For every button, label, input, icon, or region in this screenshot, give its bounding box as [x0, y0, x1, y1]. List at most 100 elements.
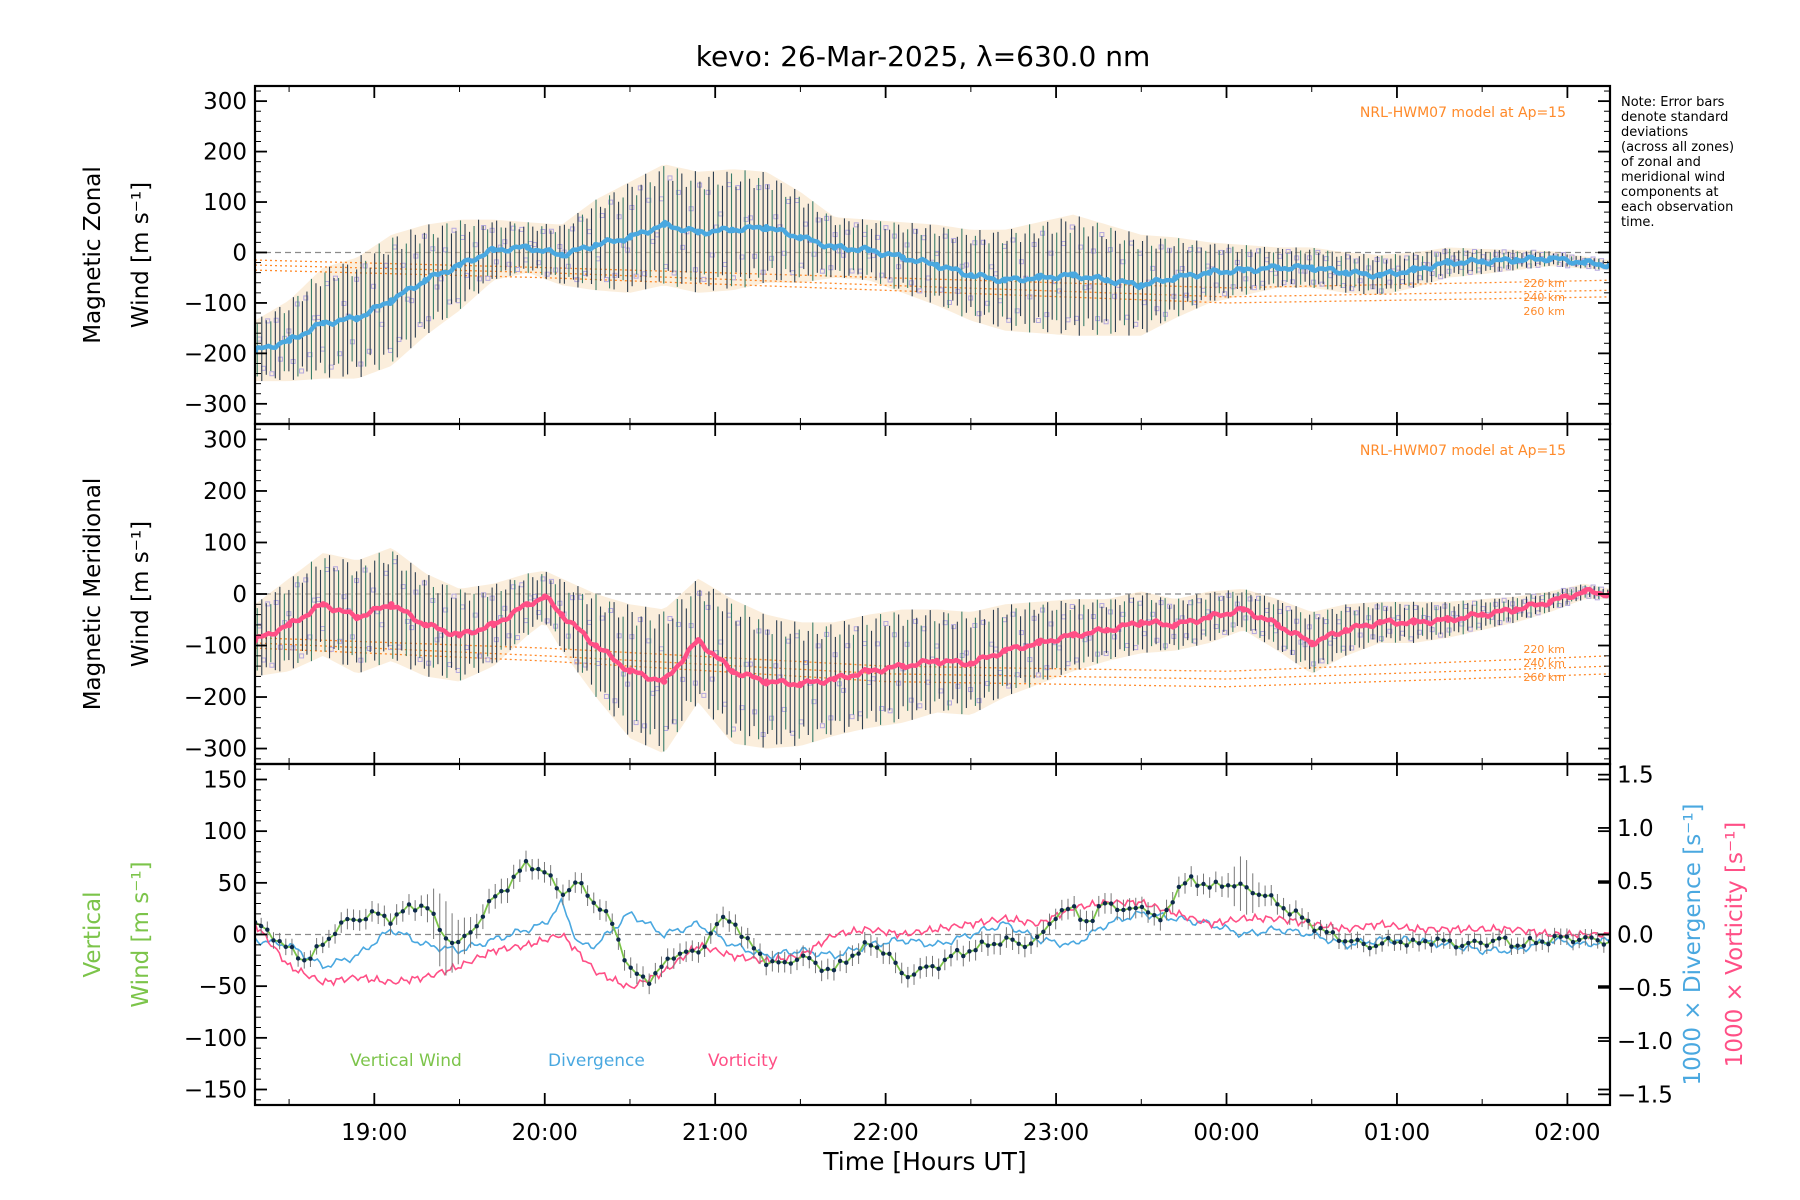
- vertical-wind-point: [942, 957, 948, 963]
- vertical-wind-point: [1262, 893, 1268, 899]
- zone-marker: [781, 706, 787, 712]
- mean-wind-point: [1308, 639, 1315, 647]
- vertical-wind-point: [819, 968, 824, 974]
- zone-marker: [1006, 683, 1012, 689]
- plot-area: [255, 547, 1610, 753]
- vertical-wind-point: [357, 918, 362, 923]
- vertical-wind-point: [967, 949, 972, 954]
- zone-marker: [819, 268, 825, 274]
- y-axis-label: Wind [m s⁻¹]: [128, 861, 154, 1007]
- vertical-wind-point: [351, 917, 356, 922]
- x-tick-label: 19:00: [341, 1120, 407, 1146]
- zone-marker: [269, 662, 275, 668]
- mean-wind-point: [388, 601, 395, 608]
- vertical-wind-point: [856, 951, 861, 956]
- zone-marker: [1565, 600, 1571, 606]
- y-tick-label: 100: [203, 819, 247, 845]
- plot-area: [255, 164, 1610, 382]
- vertical-wind-point: [419, 903, 424, 908]
- zone-marker: [819, 723, 825, 729]
- zone-marker: [332, 566, 338, 572]
- vertical-wind-point: [837, 958, 843, 964]
- model-label: NRL-HWM07 model at Ap=15: [1360, 105, 1566, 121]
- vertical-wind-point: [782, 959, 787, 965]
- zone-marker: [1243, 276, 1249, 282]
- mean-wind-point: [1376, 271, 1384, 279]
- mean-wind-point: [729, 226, 736, 233]
- zone-marker: [515, 267, 521, 273]
- mean-wind-point: [1138, 619, 1145, 626]
- mean-wind-point: [797, 234, 804, 241]
- zone-marker: [1294, 255, 1300, 261]
- vertical-wind-point: [1355, 937, 1360, 943]
- vertical-wind-point: [1336, 938, 1342, 943]
- y-tick-label: 300: [203, 427, 247, 453]
- zone-marker: [781, 250, 787, 256]
- zone-marker: [1450, 255, 1456, 261]
- mean-wind-point: [1342, 269, 1350, 276]
- mean-wind-point: [1376, 619, 1384, 626]
- y2-tick-label: −1.0: [1617, 1029, 1673, 1055]
- vertical-wind-point: [1028, 941, 1034, 946]
- zone-marker: [1493, 601, 1499, 607]
- vertical-wind-point: [659, 964, 664, 970]
- vertical-wind-point: [295, 956, 301, 961]
- zone-marker: [565, 633, 571, 639]
- vertical-wind-point: [1176, 884, 1182, 890]
- vertical-wind-point: [825, 966, 830, 972]
- zone-marker: [836, 248, 842, 254]
- zone-marker: [747, 661, 753, 667]
- zone-marker: [1040, 230, 1046, 236]
- zone-marker: [443, 247, 449, 253]
- vorticity-line: [255, 898, 1610, 990]
- zone-marker: [904, 242, 910, 248]
- zone-marker: [1120, 611, 1126, 617]
- vertical-wind-point: [807, 955, 812, 961]
- zone-marker: [883, 225, 889, 231]
- zone-marker: [811, 699, 817, 705]
- mean-wind-point: [1581, 588, 1588, 595]
- zone-marker: [548, 578, 554, 584]
- zone-marker: [646, 638, 652, 644]
- vertical-wind-point: [979, 939, 984, 944]
- vertical-wind-point: [610, 921, 615, 927]
- vertical-wind-point: [1164, 907, 1169, 913]
- zone-marker: [1107, 609, 1113, 615]
- vertical-wind-point: [628, 965, 633, 970]
- zone-marker: [841, 687, 847, 693]
- mean-wind-point: [524, 601, 531, 608]
- vertical-wind-point: [1256, 892, 1262, 897]
- zone-marker: [1090, 248, 1096, 254]
- vertical-wind-point: [449, 940, 455, 946]
- zone-marker: [438, 632, 444, 638]
- model-line: [255, 637, 1610, 672]
- vertical-wind-point: [462, 933, 467, 939]
- vertical-wind-point: [1349, 939, 1354, 944]
- vertical-wind-point: [493, 894, 498, 899]
- zone-marker: [1590, 584, 1596, 590]
- model-label: NRL-HWM07 model at Ap=15: [1360, 443, 1566, 459]
- vertical-wind-point: [1503, 935, 1508, 940]
- mean-wind-point: [626, 234, 634, 241]
- mean-wind-point: [933, 657, 940, 665]
- vertical-wind-point: [911, 972, 917, 977]
- y-tick-label: −200: [184, 341, 247, 367]
- zone-marker: [476, 276, 482, 282]
- vertical-wind-point: [1035, 934, 1040, 940]
- vertical-wind-point: [1158, 918, 1163, 923]
- mean-wind-point: [1444, 616, 1452, 623]
- zone-marker: [341, 594, 347, 600]
- vertical-wind-point: [480, 914, 486, 919]
- note-line: (across all zones): [1621, 140, 1735, 155]
- mean-wind-point: [1069, 632, 1077, 639]
- model-height-label: 260 km: [1523, 671, 1565, 684]
- zone-marker: [1158, 244, 1164, 250]
- zone-marker: [536, 610, 542, 616]
- zone-marker: [1158, 600, 1164, 606]
- mean-wind-point: [1444, 259, 1452, 266]
- zone-marker: [1497, 266, 1503, 272]
- zone-marker: [1120, 259, 1126, 265]
- zone-marker: [976, 311, 982, 317]
- vertical-wind-point: [412, 908, 418, 913]
- zone-marker: [1446, 268, 1452, 274]
